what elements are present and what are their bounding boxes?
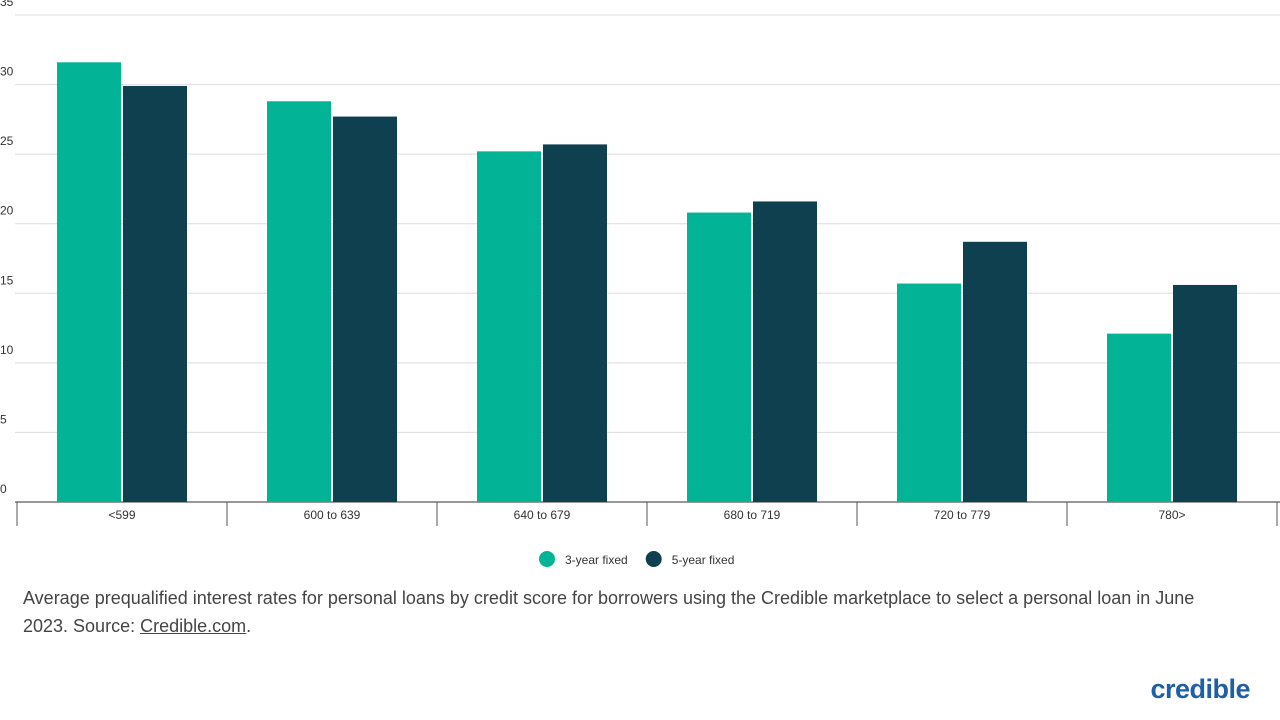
bar xyxy=(897,283,961,502)
y-tick-label: 20 xyxy=(0,204,14,218)
legend-marker xyxy=(539,551,555,567)
legend-marker xyxy=(645,551,662,567)
caption-end: . xyxy=(246,616,252,636)
y-tick-label: 5 xyxy=(0,412,7,426)
x-tick-label: 720 to 779 xyxy=(934,508,991,522)
bar xyxy=(123,85,187,502)
y-tick-label: 25 xyxy=(0,134,14,148)
y-tick-label: 10 xyxy=(0,343,14,357)
y-tick-label: 30 xyxy=(0,65,14,79)
y-tick-label: 15 xyxy=(0,273,14,287)
bar xyxy=(687,212,751,502)
bar xyxy=(1173,284,1237,502)
source-link[interactable]: Credible.com xyxy=(140,616,247,636)
caption-text: Average prequalified interest rates for … xyxy=(23,588,1195,636)
legend-label: 3-year fixed xyxy=(565,553,628,567)
bar xyxy=(267,101,331,503)
chart: 0 5 10 15 20 25 30 35 <599 600 to 639 640 to 679 68… xyxy=(0,0,1280,567)
logo: credible xyxy=(1150,674,1250,704)
bar xyxy=(753,201,817,503)
x-tick-label: 780> xyxy=(1158,508,1185,522)
bar xyxy=(1107,333,1171,502)
caption: Average prequalified interest rates for … xyxy=(23,584,1243,640)
x-tick-label: 680 to 719 xyxy=(724,508,781,522)
bar xyxy=(543,144,607,502)
x-tick-label: 640 to 679 xyxy=(514,508,571,522)
bar xyxy=(333,116,397,503)
bar xyxy=(963,241,1027,502)
x-tick-label: 600 to 639 xyxy=(304,508,361,522)
bar xyxy=(57,62,121,503)
x-tick-label: <599 xyxy=(108,508,135,522)
bar xyxy=(477,151,541,503)
y-tick-label: 0 xyxy=(0,482,7,496)
legend-label: 5-year fixed xyxy=(672,553,735,567)
y-tick-label: 35 xyxy=(0,0,14,9)
